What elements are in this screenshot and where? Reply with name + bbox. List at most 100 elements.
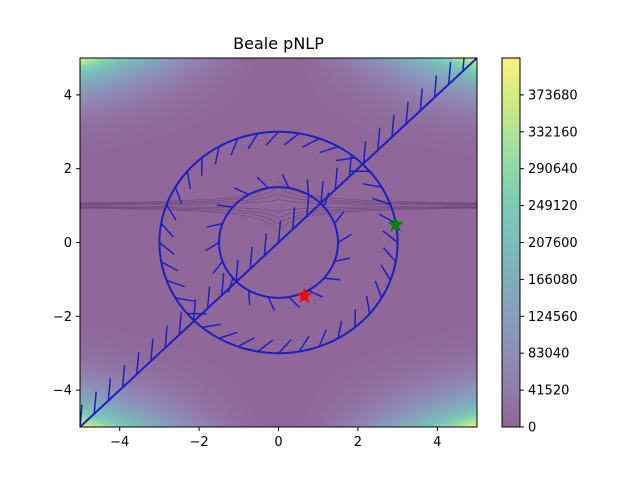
hatch-mark: [265, 131, 280, 146]
hatch-mark: [382, 230, 399, 244]
hatch-mark: [362, 183, 382, 188]
contour-line: [80, 206, 477, 219]
chart-title: Beale pNLP: [233, 34, 324, 53]
hatch-mark: [391, 114, 395, 138]
hatch-mark: [277, 339, 292, 354]
hatch-mark: [206, 286, 211, 309]
hatch-mark: [298, 335, 310, 352]
hatch-mark: [216, 204, 233, 208]
hatch-mark: [380, 264, 392, 281]
hatch-mark: [291, 207, 296, 230]
colorbar-tick-label: 124560: [528, 310, 578, 325]
hatch-mark: [362, 141, 367, 164]
hatch-mark: [433, 75, 438, 98]
contour-lines: [80, 180, 477, 231]
hatch-mark: [283, 132, 300, 146]
hatch-mark: [323, 192, 330, 208]
hatch-mark: [164, 325, 168, 348]
hatch-mark: [263, 233, 268, 256]
hatch-mark: [107, 378, 112, 401]
hatch-mark: [150, 338, 154, 362]
hatch-mark: [166, 279, 185, 288]
colorbar-tick-label: 332160: [528, 125, 578, 140]
hatch-mark: [319, 145, 339, 154]
hatch-mark: [234, 187, 250, 196]
y-axis: −4 −2 0 2 4: [53, 88, 80, 399]
hatch-mark: [348, 154, 353, 177]
hatch-mark: [374, 280, 383, 299]
hatch-mark: [477, 36, 479, 58]
x-tick-label: 0: [274, 435, 282, 450]
marker-star-0: [296, 287, 313, 304]
hatch-mark: [288, 296, 301, 309]
hatch-mark: [419, 88, 424, 111]
hatch-mark: [337, 320, 343, 339]
hatch-mark: [160, 222, 175, 238]
y-tick-label: 2: [64, 162, 72, 177]
hatch-mark: [333, 211, 345, 225]
colorbar-gradient: [502, 58, 520, 427]
hatch-mark: [249, 246, 253, 269]
hatch-mark: [237, 337, 255, 348]
contour-line: [80, 208, 477, 231]
colorbar-tick-label: 41520: [528, 384, 569, 399]
hatch-mark: [178, 312, 182, 335]
hatch-mark: [267, 296, 276, 311]
hatch-mark: [121, 365, 126, 388]
hatch-mark: [334, 167, 338, 190]
colorbar-tick-label: 249120: [528, 199, 578, 214]
hatch-mark: [334, 257, 351, 263]
marker-star-1: [387, 216, 404, 232]
hatch-mark: [247, 133, 259, 150]
contour-line: [80, 207, 477, 225]
hatch-mark: [230, 138, 239, 156]
x-tick-label: −2: [190, 435, 209, 450]
marker-layer: [296, 216, 404, 304]
hatch-mark: [306, 193, 310, 217]
colorbar-tick-label: 166080: [528, 273, 578, 288]
hatch-mark: [320, 180, 324, 204]
hatch-mark: [206, 222, 223, 228]
hatch-mark: [175, 297, 195, 302]
colorbar-tick-label: 0: [528, 421, 536, 436]
hatch-mark: [214, 146, 220, 165]
x-tick-label: 2: [354, 435, 362, 450]
hatch-mark: [462, 58, 465, 72]
hatch-mark: [324, 277, 341, 281]
constraint-layer: [80, 36, 479, 427]
colorbar: 0 41520 83040 124560 166080 207600 249120 29064…: [501, 57, 578, 436]
x-tick-label: −4: [110, 435, 129, 450]
hatch-mark: [365, 295, 371, 314]
contour-line: [80, 180, 477, 204]
hatch-mark: [192, 299, 197, 322]
hatch-mark: [405, 101, 409, 124]
hatch-mark: [307, 289, 323, 298]
plot-area: [80, 36, 479, 427]
constraint-circle-0: [158, 130, 399, 355]
y-tick-label: −4: [53, 384, 72, 399]
hatch-mark: [318, 329, 327, 347]
hatch-mark: [306, 179, 310, 195]
contour-line: [80, 199, 477, 206]
constraint-line-2: [80, 36, 479, 427]
colorbar-tick-label: 207600: [528, 236, 578, 251]
y-tick-label: 4: [64, 88, 72, 103]
hatch-mark: [218, 331, 238, 340]
hatch-mark: [377, 128, 381, 151]
contour-line: [80, 193, 477, 205]
hatch-mark: [302, 137, 320, 148]
hatch-mark: [93, 391, 97, 414]
contour-line: [80, 206, 477, 213]
hatch-mark: [247, 290, 251, 306]
hatch-mark: [212, 260, 224, 274]
hatch-mark: [235, 259, 239, 283]
hatch-mark: [382, 247, 397, 263]
hatch-mark: [221, 273, 225, 296]
colorbar-tick-label: 373680: [528, 88, 578, 103]
hatch-mark: [205, 241, 220, 252]
x-axis: −4 −2 0 2 4: [110, 427, 441, 450]
hatch-mark: [257, 339, 274, 353]
colorbar-tick-label: 290640: [528, 162, 578, 177]
hatch-mark: [281, 174, 290, 189]
